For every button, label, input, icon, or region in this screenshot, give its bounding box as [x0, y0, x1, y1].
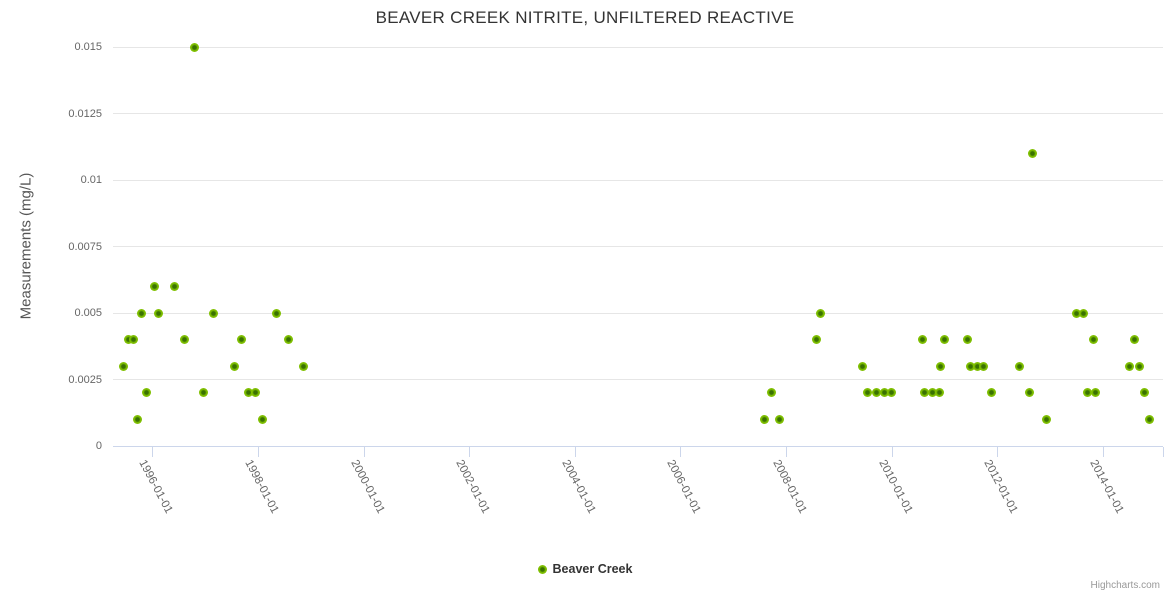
- data-point[interactable]: [927, 388, 937, 398]
- highcharts-credits-link[interactable]: Highcharts.com: [1090, 580, 1160, 591]
- y-axis-tick-label: 0.0075: [68, 240, 102, 253]
- x-axis-tick: [1102, 447, 1104, 457]
- data-point[interactable]: [1082, 388, 1092, 398]
- x-axis-tick-label: 2014-01-01: [1087, 458, 1126, 516]
- x-axis-tick: [680, 447, 682, 457]
- data-point[interactable]: [935, 388, 945, 398]
- x-axis-tick: [469, 447, 471, 457]
- data-point[interactable]: [124, 335, 134, 345]
- grid-line: [113, 113, 1163, 114]
- data-point[interactable]: [257, 414, 267, 424]
- x-axis-tick-label: 2002-01-01: [453, 458, 492, 516]
- data-point[interactable]: [940, 335, 950, 345]
- circle-marker-icon: [537, 564, 547, 574]
- data-point[interactable]: [918, 335, 928, 345]
- data-point[interactable]: [919, 388, 929, 398]
- x-axis-tick-label: 2008-01-01: [770, 458, 809, 516]
- x-axis-tick: [574, 447, 576, 457]
- x-axis-tick-label: 2012-01-01: [981, 458, 1020, 516]
- data-point[interactable]: [237, 335, 247, 345]
- grid-line: [113, 46, 1163, 48]
- grid-line: [113, 379, 1163, 380]
- data-point[interactable]: [1129, 335, 1139, 345]
- data-point[interactable]: [987, 388, 997, 398]
- data-point[interactable]: [1079, 308, 1088, 318]
- x-axis-tick: [257, 447, 259, 457]
- x-axis-tick: [891, 447, 893, 457]
- legend-item-beaver-creek[interactable]: Beaver Creek: [537, 562, 633, 576]
- data-point[interactable]: [979, 361, 989, 371]
- data-point[interactable]: [872, 388, 882, 398]
- data-point[interactable]: [775, 414, 785, 424]
- data-point[interactable]: [887, 388, 897, 398]
- data-point[interactable]: [936, 361, 946, 371]
- data-point[interactable]: [190, 42, 200, 52]
- data-point[interactable]: [966, 361, 976, 371]
- x-axis-tick-label: 1996-01-01: [136, 458, 175, 516]
- data-point[interactable]: [132, 414, 142, 424]
- x-axis-edge-tick: [1163, 447, 1164, 457]
- data-point[interactable]: [119, 361, 129, 371]
- legend-label: Beaver Creek: [552, 562, 633, 576]
- data-point[interactable]: [812, 335, 822, 345]
- data-point[interactable]: [170, 281, 180, 291]
- data-point[interactable]: [766, 388, 776, 398]
- grid-line: [113, 246, 1163, 247]
- data-point[interactable]: [963, 335, 973, 345]
- grid-line: [113, 179, 1163, 181]
- data-point[interactable]: [1015, 361, 1025, 371]
- data-point[interactable]: [209, 308, 219, 318]
- data-point[interactable]: [179, 335, 189, 345]
- data-point[interactable]: [1091, 388, 1101, 398]
- data-point[interactable]: [284, 335, 293, 345]
- data-point[interactable]: [1042, 414, 1052, 424]
- data-point[interactable]: [1024, 388, 1034, 398]
- y-axis-tick-label: 0.005: [74, 307, 102, 319]
- x-axis-tick-label: 2006-01-01: [664, 458, 703, 516]
- data-point[interactable]: [1139, 388, 1149, 398]
- grid-line: [113, 312, 1163, 314]
- data-point[interactable]: [1145, 414, 1154, 424]
- x-axis-tick: [785, 447, 787, 457]
- x-axis-tick-label: 1998-01-01: [242, 458, 281, 516]
- data-point[interactable]: [1134, 361, 1144, 371]
- legend: Beaver Creek: [0, 562, 1170, 576]
- y-axis-tick-label: 0.01: [80, 174, 102, 186]
- data-point[interactable]: [1071, 308, 1081, 318]
- x-axis-tick: [363, 447, 365, 457]
- data-point[interactable]: [815, 308, 825, 318]
- data-point[interactable]: [298, 361, 308, 371]
- y-axis-tick-label: 0.0125: [68, 107, 102, 120]
- data-point[interactable]: [863, 388, 873, 398]
- x-axis-tick-label: 2010-01-01: [875, 458, 915, 516]
- y-axis-tick-label: 0: [95, 440, 102, 452]
- data-point[interactable]: [230, 361, 240, 371]
- data-point[interactable]: [243, 388, 253, 398]
- data-point[interactable]: [149, 281, 159, 291]
- data-point[interactable]: [129, 335, 139, 345]
- data-point[interactable]: [1088, 335, 1098, 345]
- data-point[interactable]: [198, 388, 208, 398]
- data-point[interactable]: [137, 308, 147, 318]
- data-point[interactable]: [1124, 361, 1134, 371]
- x-axis-line: [113, 446, 1163, 447]
- y-axis-tick-label: 0.0025: [68, 373, 102, 386]
- data-point[interactable]: [272, 308, 282, 318]
- data-point[interactable]: [1028, 148, 1038, 158]
- data-point[interactable]: [154, 308, 164, 318]
- x-axis-tick: [152, 447, 154, 457]
- data-point[interactable]: [972, 361, 982, 371]
- y-axis-tick-label: 0.015: [74, 41, 102, 53]
- chart-title: BEAVER CREEK NITRITE, UNFILTERED REACTIV…: [375, 8, 795, 27]
- x-axis-tick: [997, 447, 999, 457]
- data-point[interactable]: [760, 414, 770, 424]
- data-point[interactable]: [142, 388, 152, 398]
- data-point[interactable]: [880, 388, 890, 398]
- x-axis-tick-label: 2000-01-01: [347, 458, 387, 516]
- data-point[interactable]: [858, 361, 868, 371]
- data-point[interactable]: [251, 388, 261, 398]
- x-axis-tick-label: 2004-01-01: [559, 458, 598, 516]
